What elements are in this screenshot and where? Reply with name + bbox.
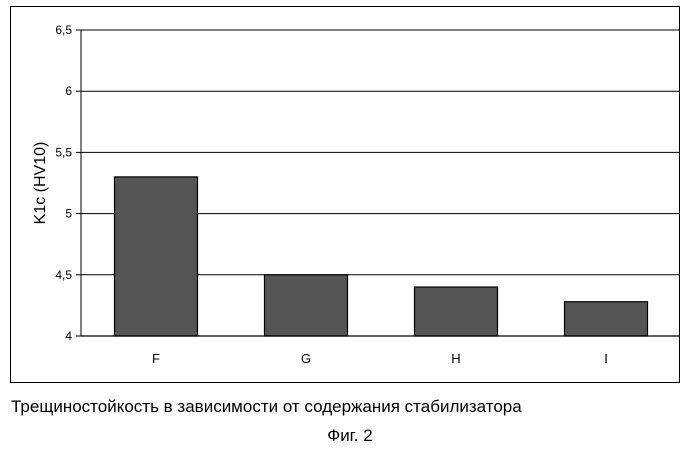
x-tick-label: G <box>301 351 311 366</box>
y-tick-label: 5,5 <box>55 145 72 159</box>
x-tick-label: I <box>604 351 608 366</box>
bar-h <box>415 287 498 336</box>
bar-chart: 4 4,5 5 5,5 6 6,5 F G H I K1c (HV10) <box>11 7 679 382</box>
y-tick-label: 6 <box>65 84 72 98</box>
y-tick-label: 5 <box>65 207 72 221</box>
bar-g <box>265 275 348 336</box>
y-tick-label: 6,5 <box>55 23 72 37</box>
x-tick-label: H <box>451 351 460 366</box>
figure-label: Фиг. 2 <box>0 426 700 446</box>
bar-f <box>115 177 198 336</box>
figure-caption: Трещиностойкость в зависимости от содерж… <box>11 397 522 417</box>
y-axis-label: K1c (HV10) <box>32 142 49 225</box>
chart-frame: 4 4,5 5 5,5 6 6,5 F G H I K1c (HV10) <box>10 6 680 383</box>
x-tick-label: F <box>152 351 160 366</box>
bar-i <box>565 302 648 336</box>
y-tick-label: 4 <box>65 329 72 343</box>
y-tick-label: 4,5 <box>55 268 72 282</box>
